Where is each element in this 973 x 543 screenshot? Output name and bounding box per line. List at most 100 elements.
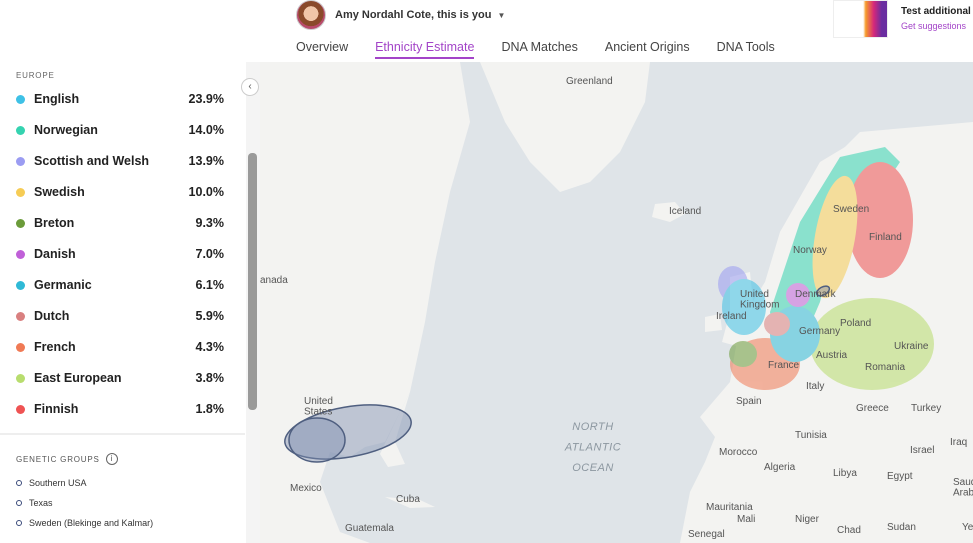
region-row[interactable]: Scottish and Welsh 13.9% [16,151,224,171]
user-menu[interactable]: Amy Nordahl Cote, this is you ▼ [296,0,505,30]
region-row[interactable]: Finnish 1.8% [16,399,224,419]
color-dot [16,249,25,259]
group-ring [16,480,22,486]
map-label: Algeria [764,462,796,473]
region-row[interactable]: French 4.3% [16,337,224,357]
map-label-line: Iraq [950,437,967,448]
map-label: Poland [840,318,871,329]
color-dot [16,342,25,352]
group-ring [16,500,22,506]
tab[interactable]: Overview [296,40,349,54]
region-area [764,312,790,336]
region-row[interactable]: East European 3.8% [16,368,224,388]
group-ring [16,520,22,526]
region-row[interactable]: Germanic 6.1% [16,275,224,295]
map-label: Ireland [716,311,747,322]
user-name: Amy Nordahl Cote, this is you [335,9,492,21]
map-label-line: Kingdom [740,300,779,311]
map-label: Finland [869,232,902,243]
region-name: English [34,92,80,106]
map-label: NORTH ATLANTIC OCEAN [564,421,621,474]
map-label-line: Turkey [911,403,941,414]
region-percent: 14.0% [188,123,224,137]
map-label-line: Denmark [795,289,837,300]
group-name: Texas [29,498,53,508]
promo-image[interactable] [833,0,888,38]
map-label: Romania [865,362,905,373]
map-label-line: Ukraine [894,341,929,352]
map-label: SaudiArabia [953,477,973,499]
map-label: Israel [910,445,934,456]
map-label: Tunisia [795,430,827,441]
region-row[interactable]: Swedish 10.0% [16,182,224,202]
region-row[interactable]: Danish 7.0% [16,244,224,264]
promo-link[interactable]: Get suggestions [901,21,967,31]
scroll-thumb[interactable] [248,153,257,410]
color-dot [16,156,25,166]
map-label: Sweden [833,204,869,215]
color-dot [16,125,25,135]
map-label-line: Guatemala [345,523,394,534]
region-name: Norwegian [34,123,98,137]
map-label: Senegal [688,529,725,540]
group-row[interactable]: Sweden (Blekinge and Kalmar) [16,518,153,528]
map-label-line: Mauritania [706,502,753,513]
color-dot [16,404,25,414]
map-label-line: Norway [793,245,827,256]
region-percent: 1.8% [195,402,225,416]
section-title: EUROPE [16,71,55,80]
map-label-line: Greece [856,403,889,414]
map-label: United States [304,396,333,418]
map-label-line: Senegal [688,529,725,540]
tab[interactable]: DNA Matches [501,40,578,54]
map-label-line: Egypt [887,471,913,482]
region-row[interactable]: Norwegian 14.0% [16,120,224,140]
map-label-line: Chad [837,525,861,536]
region-area [786,283,810,307]
map-label-line: States [304,407,332,418]
collapse-button[interactable]: ‹ [241,78,259,96]
map-label: Ukraine [894,341,929,352]
color-dot [16,280,25,290]
map-label: Guatemala [345,523,394,534]
region-name: Danish [34,247,76,261]
map-label-line: Saudi [953,477,973,488]
group-row[interactable]: Southern USA [16,478,87,488]
color-dot [16,94,25,104]
region-name: East European [34,371,122,385]
tab[interactable]: Ethnicity Estimate [375,40,475,59]
divider [0,433,245,435]
map-label-line: Sudan [887,522,916,533]
map-label-line: Arabia [953,488,973,499]
map-label-line: OCEAN [572,462,614,474]
map-label: Denmark [795,289,837,300]
region-row[interactable]: English 23.9% [16,89,224,109]
region-name: Breton [34,216,75,230]
tab[interactable]: Ancient Origins [604,40,690,54]
region-area [729,341,757,367]
map-label-line: Yeme [962,522,973,533]
map-label-line: Algeria [764,462,796,473]
region-row[interactable]: Breton 9.3% [16,213,224,233]
region-percent: 23.9% [188,92,224,106]
map-label: Iceland [669,206,701,217]
color-dot [16,187,25,197]
tabs: Overview Ethnicity Estimate DNA Matches Anc… [296,40,802,59]
region-name: Swedish [34,185,85,199]
tab[interactable]: DNA Tools [716,40,775,54]
region-row[interactable]: Dutch 5.9% [16,306,224,326]
map-label-line: Poland [840,318,871,329]
group-row[interactable]: Texas [16,498,53,508]
groups-title: GENETIC GROUPS i [16,453,118,465]
map-label: Italy [806,381,824,392]
avatar [296,0,326,30]
map-label-line: Mali [737,514,755,525]
map-label-line: Niger [795,514,820,525]
map-label-line: Morocco [719,447,758,458]
region-percent: 5.9% [195,309,225,323]
region-percent: 13.9% [188,154,224,168]
info-icon[interactable]: i [105,453,118,465]
region-name: Finnish [34,402,79,416]
